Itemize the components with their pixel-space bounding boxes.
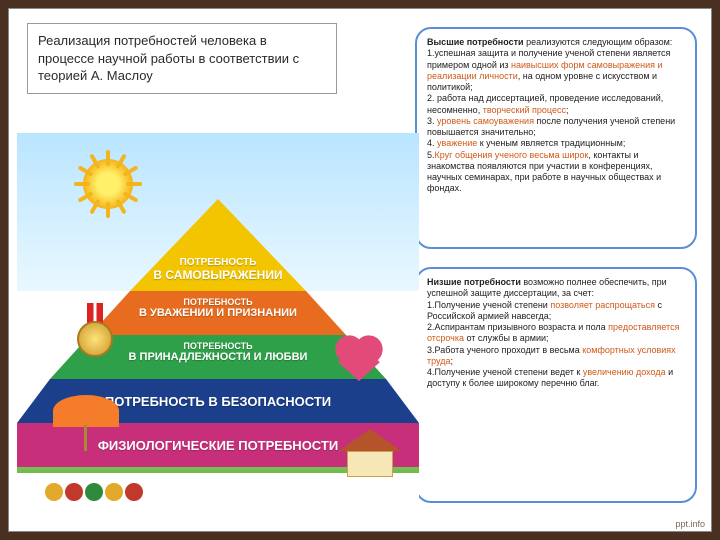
slide-canvas: Реализация потребностей человека в проце… <box>8 8 712 532</box>
pyramid-band-label: ПОТРЕБНОСТЬВ САМОВЫРАЖЕНИИ <box>17 257 419 282</box>
callout-item: 5.Круг общения ученого весьма широк, кон… <box>427 150 685 195</box>
callout-item: 3. уровень самоуважения после получения … <box>427 116 685 139</box>
callout-lead: Высшие потребности <box>427 37 524 47</box>
callout-item: 1.Получение ученой степени позволяет рас… <box>427 300 685 323</box>
callout-lower-needs: Низшие потребности возможно полнее обесп… <box>415 267 697 503</box>
callout-item: 4.Получение ученой степени ведет к увели… <box>427 367 685 390</box>
footer-credit: ppt.info <box>675 519 705 529</box>
callout-item: 3.Работа ученого проходит в весьма комфо… <box>427 345 685 368</box>
callout-item: 4. уважение к ученым является традиционн… <box>427 138 685 149</box>
fruit-icons <box>45 483 155 507</box>
callout-item: 2.Аспирантам призывного возраста и пола … <box>427 322 685 345</box>
callout-higher-needs: Высшие потребности реализуются следующим… <box>415 27 697 249</box>
callout-item: 2. работа над диссертацией, проведение и… <box>427 93 685 116</box>
medal-icon <box>75 303 115 359</box>
house-icon <box>339 429 401 477</box>
umbrella-icon <box>53 395 119 453</box>
slide-title: Реализация потребностей человека в проце… <box>27 23 337 94</box>
callout-lead: Низшие потребности <box>427 277 521 287</box>
maslow-pyramid: ПОТРЕБНОСТЬВ САМОВЫРАЖЕНИИПОТРЕБНОСТЬВ У… <box>17 133 419 513</box>
callout-item: 1.успешная защита и получение ученой сте… <box>427 48 685 93</box>
heart-icon <box>331 337 385 385</box>
